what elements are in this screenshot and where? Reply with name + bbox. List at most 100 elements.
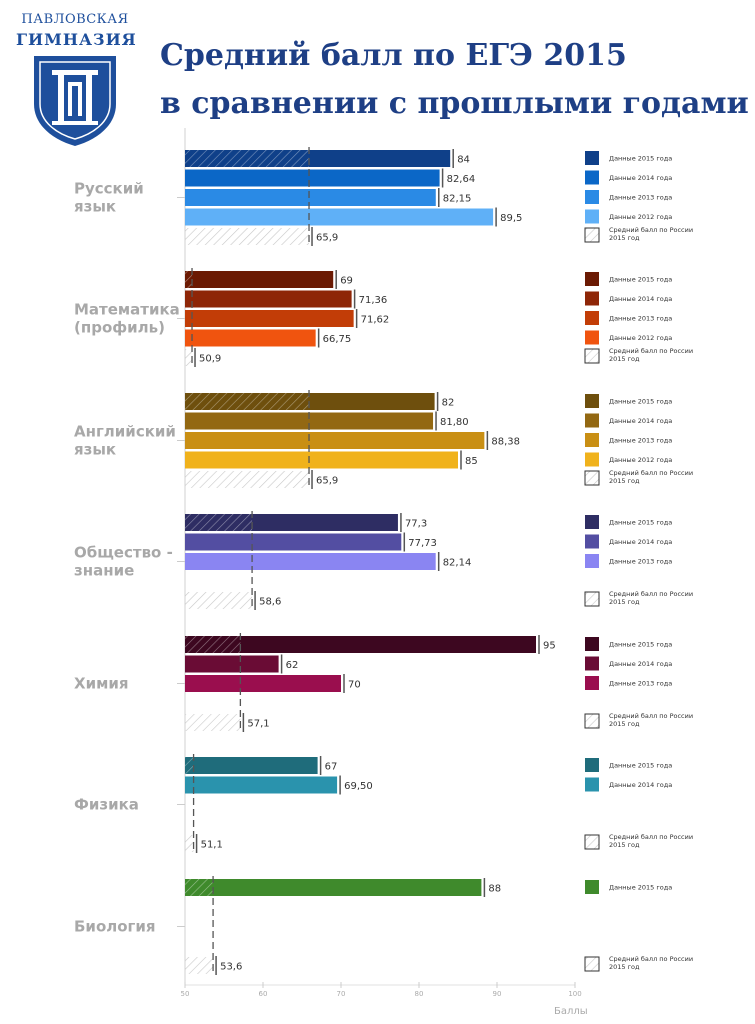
category-label: (профиль)	[74, 319, 165, 337]
bar-value-label: 82,64	[447, 174, 476, 185]
legend-label-russia: 2015 год	[609, 720, 640, 728]
bar-value-label: 69	[340, 276, 353, 287]
legend-swatch-russia	[585, 714, 599, 728]
bar-value-label: 69,50	[344, 781, 373, 792]
legend-label: Данные 2015 года	[609, 276, 672, 284]
bar	[185, 310, 354, 327]
legend-swatch	[585, 190, 599, 204]
legend-label: Данные 2012 года	[609, 213, 672, 221]
legend-label: Данные 2012 года	[609, 456, 672, 464]
legend-swatch-russia	[585, 349, 599, 363]
bar-value-label: 81,80	[440, 417, 469, 428]
russia-average-bar	[185, 349, 192, 366]
category-label: Математика	[74, 301, 180, 319]
legend-swatch	[585, 394, 599, 408]
russia-average-bar	[185, 835, 194, 852]
legend-label-russia: Средний балл по России	[609, 833, 693, 841]
legend-swatch-russia	[585, 592, 599, 606]
legend-swatch	[585, 515, 599, 529]
bar-value-label: 71,62	[361, 315, 390, 326]
bar-russia-overlay	[185, 757, 194, 774]
russia-average-bar	[185, 592, 252, 609]
bar-value-label: 67	[325, 762, 338, 773]
legend-label-russia: Средний балл по России	[609, 955, 693, 963]
legend-label: Данные 2015 года	[609, 398, 672, 406]
legend-swatch	[585, 272, 599, 286]
x-axis-label: Баллы	[554, 1006, 588, 1017]
legend-swatch	[585, 210, 599, 224]
legend-label: Данные 2015 года	[609, 762, 672, 770]
legend-label: Данные 2013 года	[609, 680, 672, 688]
bar-value-label: 88	[488, 884, 501, 895]
bar-value-label: 88,38	[491, 437, 520, 448]
x-tick-label: 80	[415, 990, 424, 998]
russia-value-label: 58,6	[259, 597, 281, 608]
bar	[185, 553, 436, 570]
legend-label-russia: 2015 год	[609, 234, 640, 242]
legend-swatch	[585, 151, 599, 165]
legend-label-russia: 2015 год	[609, 355, 640, 363]
legend-label-russia: 2015 год	[609, 598, 640, 606]
legend-label: Данные 2015 года	[609, 641, 672, 649]
bar-russia-overlay	[185, 879, 213, 896]
bar-value-label: 82	[442, 398, 455, 409]
legend-swatch	[585, 758, 599, 772]
russia-average-bar	[185, 471, 309, 488]
russia-value-label: 65,9	[316, 476, 338, 487]
bar	[185, 777, 337, 794]
bar-value-label: 82,15	[443, 194, 472, 205]
category-label: язык	[74, 198, 116, 216]
legend-swatch	[585, 414, 599, 428]
legend-label-russia: Средний балл по России	[609, 712, 693, 720]
category-label: Английский	[74, 423, 176, 441]
legend-swatch	[585, 433, 599, 447]
bar-value-label: 71,36	[359, 295, 388, 306]
legend-label: Данные 2015 года	[609, 155, 672, 163]
x-tick-label: 60	[259, 990, 268, 998]
legend-label: Данные 2013 года	[609, 437, 672, 445]
bar	[185, 452, 458, 469]
legend-swatch	[585, 637, 599, 651]
category-label: знание	[74, 562, 134, 580]
bar-russia-overlay	[185, 271, 192, 288]
russia-average-bar	[185, 957, 213, 974]
legend-label: Данные 2014 года	[609, 295, 672, 303]
bar-value-label: 95	[543, 641, 556, 652]
legend-label-russia: Средний балл по России	[609, 469, 693, 477]
legend-swatch	[585, 535, 599, 549]
x-tick-label: 70	[337, 990, 346, 998]
legend-swatch	[585, 880, 599, 894]
bar-value-label: 66,75	[323, 334, 352, 345]
bar-value-label: 89,5	[500, 213, 522, 224]
legend-swatch	[585, 311, 599, 325]
bar-value-label: 85	[465, 456, 478, 467]
russia-value-label: 53,6	[220, 962, 242, 973]
russia-average-bar	[185, 714, 240, 731]
legend-swatch	[585, 778, 599, 792]
legend-swatch	[585, 331, 599, 345]
legend-label: Данные 2014 года	[609, 417, 672, 425]
legend-label: Данные 2013 года	[609, 194, 672, 202]
russia-average-bar	[185, 228, 309, 245]
bar-russia-overlay	[185, 393, 309, 410]
bar-russia-overlay	[185, 514, 252, 531]
bar-value-label: 62	[286, 660, 299, 671]
x-tick-label: 50	[181, 990, 190, 998]
bar	[185, 209, 493, 226]
legend-swatch	[585, 292, 599, 306]
infographic: ПАВЛОВСКАЯ ГИМНАЗИЯ Средний балл по ЕГЭ …	[0, 0, 755, 1024]
legend-swatch	[585, 657, 599, 671]
bar	[185, 757, 318, 774]
bar-value-label: 77,73	[408, 538, 437, 549]
legend-swatch-russia	[585, 228, 599, 242]
bar-russia-overlay	[185, 150, 309, 167]
category-label: Химия	[74, 675, 128, 693]
legend-label: Данные 2015 года	[609, 519, 672, 527]
bar	[185, 330, 316, 347]
chart-canvas: 50 60 70 80 90 100Баллы Русскийязык84 Данные 2…	[0, 0, 755, 1024]
legend-label: Данные 2014 года	[609, 174, 672, 182]
bar	[185, 534, 401, 551]
legend-label-russia: Средний балл по России	[609, 590, 693, 598]
bar	[185, 656, 279, 673]
bar-russia-overlay	[185, 636, 240, 653]
